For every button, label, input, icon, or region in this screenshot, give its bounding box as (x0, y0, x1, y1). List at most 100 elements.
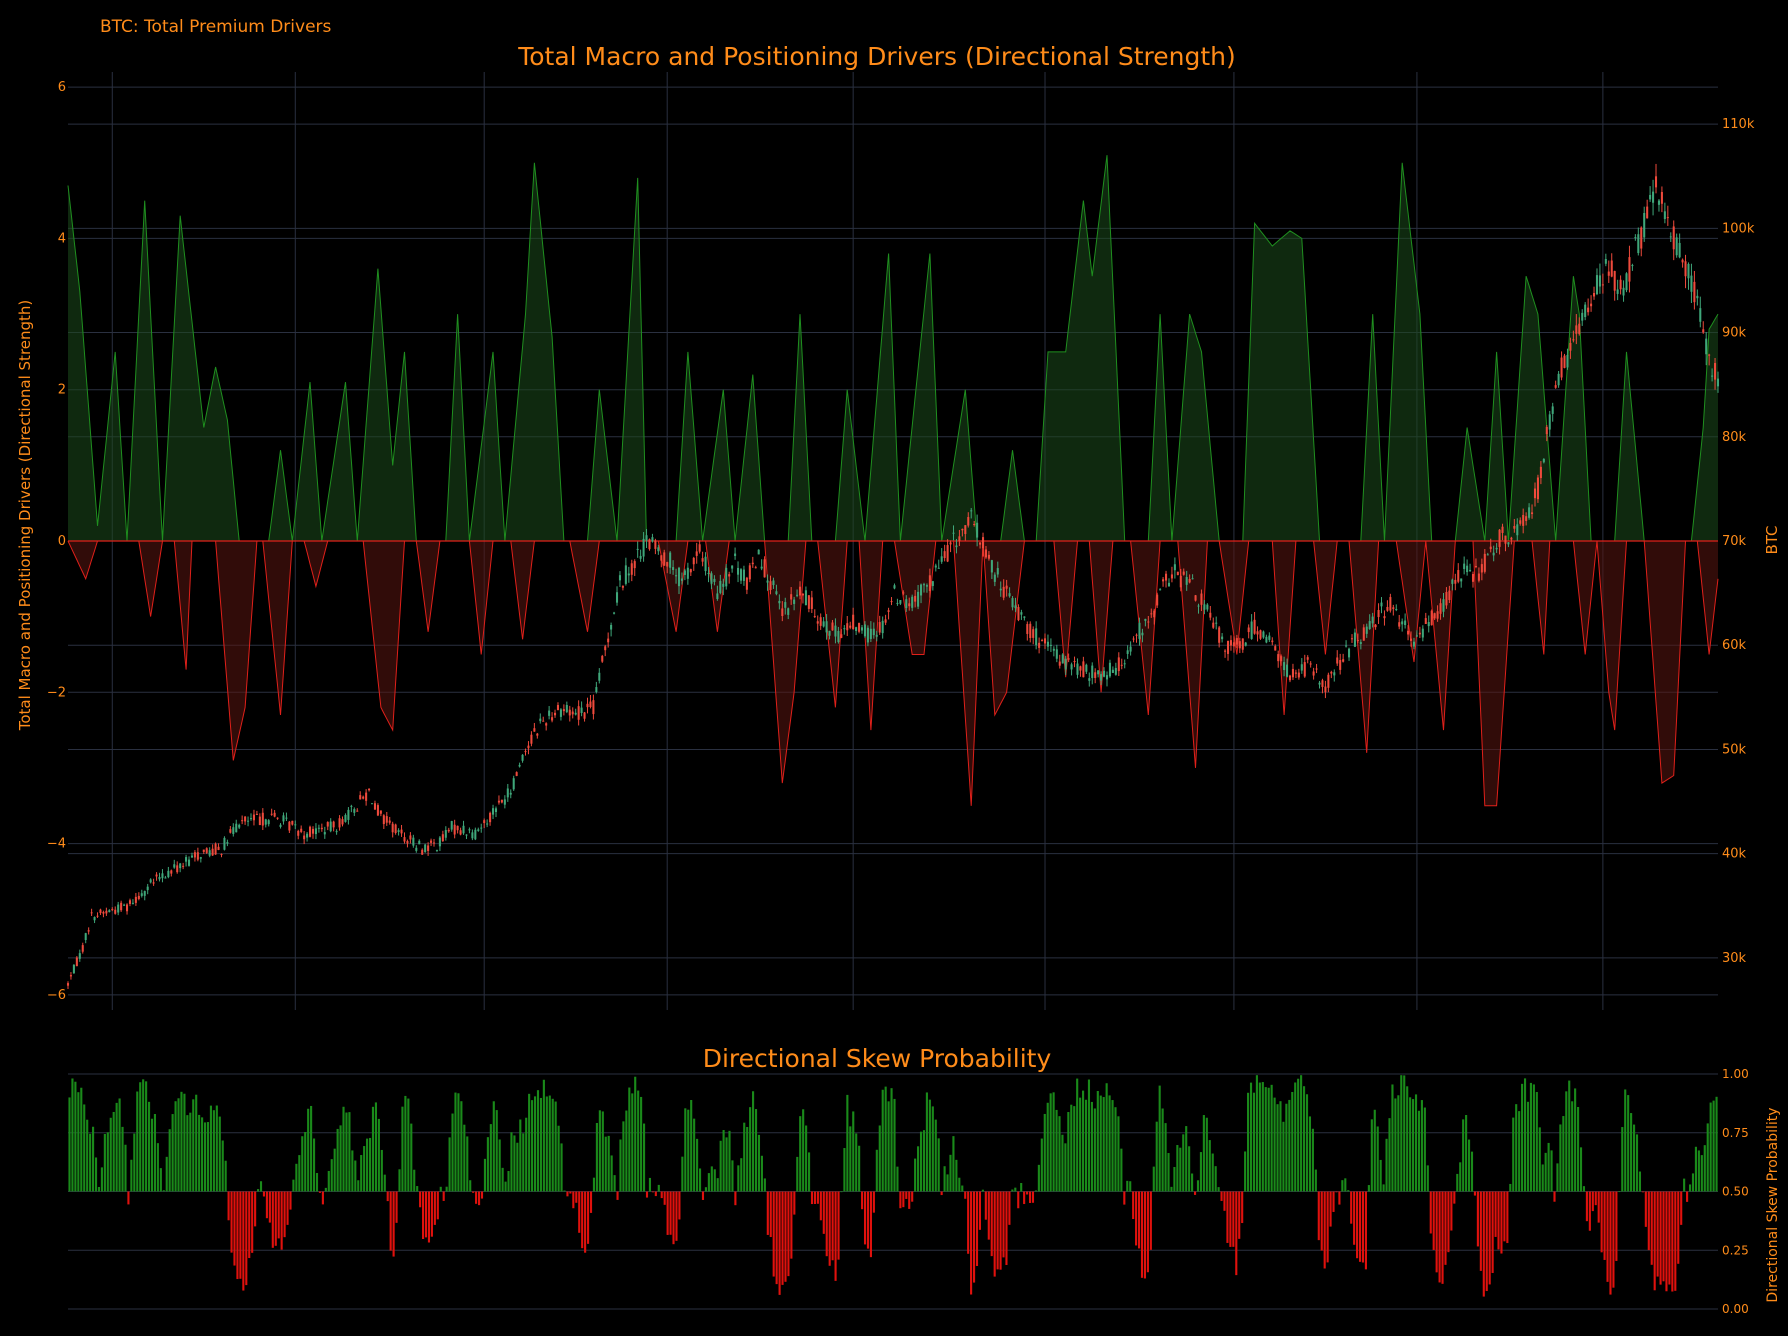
skew-bar-48 (209, 1105, 212, 1192)
candle-236 (763, 556, 766, 578)
candle-body (701, 558, 704, 562)
candle-body (604, 646, 607, 651)
candle-299 (949, 540, 952, 553)
candle-6 (84, 932, 87, 944)
skew-bar-358 (1123, 1191, 1126, 1205)
skew-bar-27 (147, 1101, 151, 1192)
candle-26 (143, 890, 146, 901)
candle-body (1687, 263, 1690, 279)
candle-390 (1218, 625, 1221, 648)
candle-body (993, 574, 996, 582)
candle-11 (99, 908, 102, 915)
candle-50 (214, 842, 217, 855)
candle-380 (1188, 574, 1191, 584)
candle-156 (527, 741, 530, 755)
candle-body (1681, 259, 1684, 263)
candle-body (999, 588, 1002, 591)
candle-body (1212, 622, 1215, 628)
candle-body (140, 893, 143, 896)
skew-bar-539 (1656, 1191, 1659, 1277)
skew-bar-11 (100, 1167, 103, 1192)
candle-266 (852, 607, 855, 630)
candle-body (406, 841, 409, 844)
candle-body (1371, 616, 1374, 624)
skew-bar-259 (831, 1191, 834, 1261)
candle-body (1598, 275, 1601, 287)
skew-bar-361 (1132, 1191, 1135, 1220)
skew-bar-141 (483, 1158, 487, 1192)
skew-bar-91 (336, 1128, 339, 1192)
skew-bar-536 (1647, 1191, 1650, 1251)
candle-body (376, 805, 379, 816)
candle-body (1528, 507, 1531, 518)
skew-bar-442 (1370, 1119, 1373, 1192)
skew-bar-118 (416, 1186, 419, 1192)
skew-bar-352 (1105, 1083, 1108, 1192)
candle-441 (1368, 614, 1371, 630)
candle-428 (1330, 670, 1333, 679)
candle-504 (1554, 380, 1557, 389)
skew-bar-465 (1438, 1191, 1441, 1283)
skew-bar-68 (268, 1191, 271, 1223)
candle-body (503, 799, 506, 805)
candle-body (689, 569, 692, 573)
skew-bar-156 (528, 1093, 531, 1192)
candle-body (1123, 663, 1126, 665)
skew-bar-195 (642, 1123, 646, 1192)
candle-334 (1052, 646, 1055, 657)
skew-bar-504 (1553, 1191, 1556, 1202)
skew-bar-229 (743, 1122, 746, 1192)
candle-121 (424, 843, 427, 853)
top-y2-tick-label: 70k (1722, 534, 1747, 549)
candle-497 (1533, 482, 1537, 507)
skew-bar-422 (1311, 1128, 1314, 1192)
candle-body (1607, 271, 1610, 276)
skew-bar-71 (277, 1191, 280, 1239)
candle-body (973, 523, 976, 525)
skew-bar-43 (195, 1094, 198, 1192)
candle-540 (1660, 186, 1663, 213)
skew-bar-42 (192, 1099, 195, 1192)
skew-bar-551 (1691, 1173, 1695, 1192)
skew-bar-77 (295, 1163, 298, 1192)
skew-bar-174 (581, 1191, 584, 1249)
skew-bar-33 (165, 1156, 168, 1192)
candle-39 (182, 862, 185, 870)
skew-bar-0 (68, 1097, 71, 1192)
skew-bar-215 (701, 1191, 705, 1200)
candle-0 (66, 981, 70, 990)
candle-31 (158, 872, 161, 882)
skew-bar-110 (392, 1191, 395, 1257)
candle-body (1300, 664, 1303, 671)
candle-body (825, 621, 828, 633)
skew-bar-486 (1500, 1191, 1503, 1254)
candle-210 (686, 562, 689, 585)
candle-body (338, 818, 341, 828)
candle-body (415, 847, 418, 851)
candle-201 (660, 555, 663, 568)
skew-bar-447 (1385, 1138, 1388, 1192)
skew-bar-56 (233, 1191, 236, 1266)
skew-bar-535 (1644, 1191, 1647, 1227)
skew-bar-386 (1205, 1117, 1208, 1192)
candle-body (356, 810, 359, 812)
candle-270 (863, 621, 866, 638)
skew-bar-67 (265, 1191, 268, 1219)
candle-body (1678, 242, 1681, 258)
candle-body (1427, 622, 1430, 627)
candle-66 (261, 808, 264, 831)
candle-body (914, 595, 917, 602)
candle-body (123, 904, 126, 906)
candle-399 (1244, 641, 1247, 647)
skew-bar-406 (1264, 1087, 1267, 1192)
skew-bar-355 (1114, 1107, 1117, 1192)
skew-bar-89 (330, 1159, 333, 1192)
candle-body (1008, 593, 1011, 597)
candle-490 (1513, 518, 1516, 533)
skew-bar-435 (1350, 1191, 1353, 1224)
candle-body (1392, 607, 1395, 609)
candle-179 (595, 681, 598, 694)
candle-body (636, 548, 639, 550)
skew-bar-277 (884, 1086, 887, 1192)
skew-bar-7 (89, 1133, 92, 1192)
